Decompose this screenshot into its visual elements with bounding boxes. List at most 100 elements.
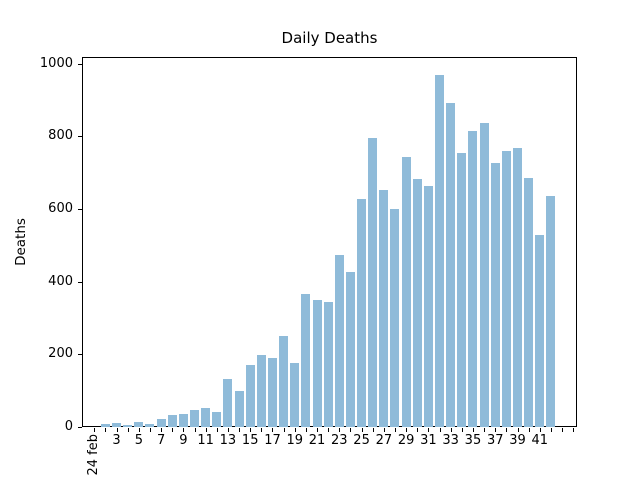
bar-day-9 — [178, 414, 188, 427]
bar-day-18 — [279, 335, 289, 427]
y-tick-label-200: 200 — [48, 346, 73, 362]
x-tick-label-19: 19 — [286, 433, 304, 448]
x-tick-12 — [216, 428, 218, 432]
x-tick-4 — [127, 428, 129, 432]
x-tick-label-15: 15 — [241, 433, 259, 448]
x-tick-label-7: 7 — [156, 433, 166, 448]
bar-day-40 — [524, 178, 534, 427]
x-tick-37 — [495, 428, 497, 432]
x-tick-42 — [550, 428, 552, 432]
x-tick-25 — [361, 428, 363, 432]
bar-day-32 — [435, 75, 445, 427]
bar-day-12 — [212, 412, 222, 427]
x-tick-15 — [250, 428, 252, 432]
y-tick-label-1000: 1000 — [39, 55, 73, 71]
x-tick-22 — [328, 428, 330, 432]
bar-day-41 — [535, 235, 545, 427]
y-tick-0 — [78, 427, 82, 428]
x-tick-23 — [339, 428, 341, 432]
bar-day-7 — [156, 419, 166, 427]
bar-day-30 — [412, 178, 422, 427]
x-tick-32 — [439, 428, 441, 432]
bar-day-26 — [368, 138, 378, 427]
bar-day-10 — [190, 409, 200, 427]
x-tick-label-29: 29 — [397, 433, 415, 448]
x-tick-label-41: 41 — [531, 433, 549, 448]
bar-day-25 — [357, 198, 367, 427]
bar-day-29 — [401, 156, 411, 427]
bar-day-21 — [312, 299, 322, 427]
bar-day-13 — [223, 378, 233, 427]
bar-day-35 — [468, 131, 478, 427]
bar-day-11 — [201, 408, 211, 427]
x-tick-16 — [261, 428, 263, 432]
bar-day-14 — [234, 391, 244, 427]
y-tick-200 — [78, 354, 82, 356]
x-tick-10 — [194, 428, 196, 432]
x-tick-27 — [383, 428, 385, 432]
x-tick-39 — [517, 428, 519, 432]
x-tick-3 — [116, 428, 118, 432]
y-tick-600 — [78, 208, 82, 210]
bar-day-8 — [167, 415, 177, 427]
x-tick-43 — [562, 428, 564, 432]
x-tick-9 — [183, 428, 185, 432]
x-tick-label-25: 25 — [353, 433, 370, 448]
bar-day-6 — [145, 424, 155, 427]
x-tick-label-27: 27 — [375, 433, 393, 448]
bar-day-24 — [345, 272, 355, 427]
x-tick-21 — [317, 428, 319, 432]
x-tick-label-24-feb: 24 feb — [86, 434, 102, 476]
bar-day-19 — [290, 363, 300, 427]
x-tick-label-17: 17 — [264, 433, 281, 448]
x-tick-label-33: 33 — [442, 433, 459, 448]
x-tick-label-11: 11 — [197, 433, 214, 448]
bar-day-42 — [546, 195, 556, 427]
x-tick-label-3: 3 — [112, 433, 121, 448]
x-tick-40 — [528, 428, 530, 432]
x-tick-2 — [105, 428, 107, 432]
bar-day-34 — [457, 152, 467, 427]
chart-title: Daily Deaths — [281, 29, 378, 47]
x-tick-35 — [472, 428, 474, 432]
bar-day-2 — [100, 424, 110, 427]
bar-day-5 — [134, 421, 144, 427]
bar-day-16 — [256, 355, 266, 427]
x-tick-14 — [239, 428, 241, 432]
x-tick-44 — [573, 428, 575, 432]
x-tick-20 — [305, 428, 307, 432]
bar-day-37 — [490, 162, 500, 427]
bar-day-4 — [123, 425, 133, 427]
x-tick-31 — [428, 428, 430, 432]
x-tick-6 — [149, 428, 151, 432]
bar-day-23 — [334, 254, 344, 427]
x-tick-36 — [484, 428, 486, 432]
x-tick-18 — [283, 428, 285, 432]
x-tick-33 — [450, 428, 452, 432]
x-tick-7 — [161, 428, 163, 432]
x-tick-11 — [205, 428, 207, 432]
bar-day-39 — [513, 147, 522, 427]
x-tick-label-13: 13 — [219, 433, 237, 448]
x-tick-29 — [406, 428, 408, 432]
x-tick-5 — [138, 428, 140, 432]
x-tick-41 — [539, 428, 541, 432]
y-tick-800 — [78, 136, 82, 138]
x-tick-19 — [294, 428, 296, 432]
x-tick-17 — [272, 428, 274, 432]
bar-day-28 — [390, 208, 400, 427]
y-tick-label-600: 600 — [48, 200, 73, 216]
bar-day-15 — [245, 365, 255, 427]
x-tick-28 — [394, 428, 396, 432]
x-tick-label-31: 31 — [420, 433, 437, 448]
x-tick-24 — [350, 428, 352, 432]
x-tick-30 — [417, 428, 419, 432]
bar-day-36 — [479, 122, 489, 427]
x-tick-label-23: 23 — [331, 433, 348, 448]
bar-day-38 — [501, 150, 511, 427]
y-axis-label: Deaths — [13, 218, 29, 266]
x-tick-label-37: 37 — [486, 433, 504, 448]
y-tick-1000 — [78, 63, 82, 65]
y-tick-label-800: 800 — [48, 128, 73, 144]
